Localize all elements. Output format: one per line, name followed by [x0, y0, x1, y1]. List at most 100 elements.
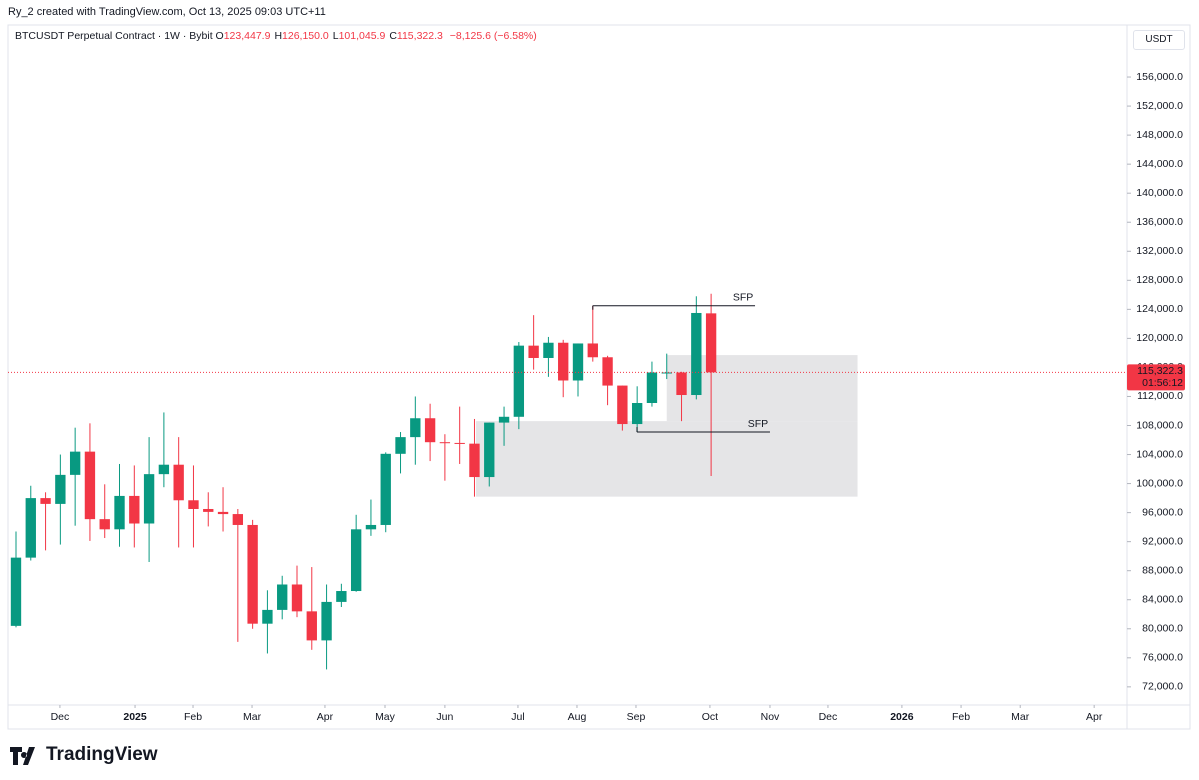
candle-body	[705, 313, 717, 373]
candle-body	[84, 451, 96, 520]
candle-body	[572, 343, 584, 381]
candle-body	[424, 418, 436, 443]
logo-icon	[10, 747, 35, 765]
y-tick-label: 80,000.0	[1142, 623, 1183, 635]
candle-body	[498, 416, 510, 423]
candle-body	[410, 418, 421, 438]
candle-body	[25, 498, 36, 558]
legend: BTCUSDT Perpetual Contract · 1W · Bybit …	[15, 30, 537, 42]
countdown: 01:56:12	[1142, 377, 1183, 389]
candle-body	[158, 464, 170, 475]
x-tick-label: 2025	[123, 711, 147, 723]
last-price-label: 115,322.3	[1137, 365, 1183, 377]
last-price-box	[1127, 364, 1185, 391]
candle-body	[232, 514, 244, 525]
candle-body	[40, 498, 51, 504]
currency-button[interactable]: USDT	[1133, 30, 1185, 50]
chart: 72,000.0 76,000.0 80,000.0 84,000.0 88,000.0…	[7, 24, 1191, 730]
y-tick-label: 104,000.0	[1136, 448, 1183, 460]
y-tick-label: 112,000.0	[1137, 390, 1183, 402]
ohlc-value: 126,150.0	[282, 30, 329, 42]
y-tick-label: 88,000.0	[1142, 564, 1183, 576]
x-tick-label: Dec	[819, 711, 838, 723]
y-tick-label: 140,000.0	[1136, 187, 1183, 199]
x-tick-label: Sep	[627, 711, 646, 723]
candle-body	[188, 500, 199, 509]
x-tick-label: Nov	[761, 711, 780, 723]
y-tick-label: 100,000.0	[1136, 477, 1183, 489]
candle-body	[10, 557, 22, 626]
y-tick-label: 120,000.0	[1136, 332, 1183, 344]
candle-body	[395, 437, 406, 454]
candle-body	[484, 422, 495, 478]
y-tick-label: 156,000.0	[1136, 71, 1183, 83]
candle-body	[469, 443, 480, 478]
ohlc-value: 115,322.3	[396, 30, 443, 42]
candle-body	[558, 342, 569, 381]
candle-body	[661, 372, 672, 374]
candle-body	[291, 584, 303, 612]
candle-body	[587, 343, 598, 358]
candle-body	[69, 451, 81, 475]
x-tick-label: Oct	[702, 711, 718, 723]
candle-body	[676, 372, 687, 396]
candle-body	[321, 601, 332, 641]
x-tick-label: Mar	[243, 711, 262, 723]
annotation-label: SFP	[733, 291, 753, 303]
candle-body	[203, 508, 214, 512]
ohlc-label: C	[389, 30, 397, 42]
candle-body	[513, 345, 525, 417]
ohlc-label: H	[274, 30, 283, 42]
x-tick-label: Apr	[1086, 711, 1103, 723]
candle-body	[602, 357, 613, 386]
zone	[475, 421, 858, 497]
annotation-label: SFP	[748, 418, 768, 430]
logo: TradingView	[10, 744, 158, 766]
candle-body	[114, 495, 125, 530]
chart-frame	[7, 24, 1191, 730]
x-tick-label: Jul	[511, 711, 524, 723]
candle-body	[262, 609, 273, 624]
y-tick-label: 124,000.0	[1136, 303, 1183, 315]
ohlc-label: O	[215, 30, 224, 42]
candle-body	[380, 453, 391, 525]
candle-body	[55, 474, 66, 504]
candle-body	[691, 312, 702, 396]
change: −8,125.6 (−6.58%)	[449, 30, 537, 42]
candle-body	[631, 402, 643, 425]
candle-body	[646, 372, 658, 403]
x-tick-label: Apr	[317, 711, 334, 723]
y-tick-label: 144,000.0	[1136, 158, 1183, 170]
y-tick-label: 128,000.0	[1136, 274, 1183, 286]
y-tick-label: 152,000.0	[1136, 100, 1183, 112]
candle-body	[306, 611, 317, 641]
y-tick-label: 132,000.0	[1136, 245, 1183, 257]
candle-body	[350, 529, 362, 592]
y-tick-label: 84,000.0	[1142, 594, 1183, 606]
symbol: BTCUSDT Perpetual Contract · 1W · Bybit	[15, 30, 213, 42]
y-tick-label: 96,000.0	[1142, 506, 1183, 518]
y-tick-label: 108,000.0	[1136, 419, 1183, 431]
candle-body	[173, 464, 184, 501]
candle-body	[277, 584, 288, 610]
ohlc-value: 101,045.9	[338, 30, 386, 42]
logo-text: TradingView	[46, 744, 158, 765]
candle-body	[439, 442, 451, 444]
x-tick-label: 2026	[890, 711, 914, 723]
x-tick-label: May	[375, 711, 396, 723]
y-tick-label: 72,000.0	[1142, 681, 1183, 693]
candle-body	[247, 524, 258, 624]
candle-body	[129, 495, 140, 524]
x-tick-label: Feb	[184, 711, 202, 723]
candle-body	[99, 519, 110, 530]
candle-body	[217, 511, 229, 515]
candle-body	[528, 345, 539, 358]
credit: Ry_2 created with TradingView.com, Oct 1…	[8, 6, 326, 18]
candle-body	[336, 591, 347, 602]
x-tick-label: Aug	[568, 711, 587, 723]
y-tick-label: 136,000.0	[1136, 216, 1183, 228]
ohlc-label: L	[332, 30, 339, 42]
candle-body	[143, 474, 155, 524]
candle-body	[454, 442, 465, 444]
